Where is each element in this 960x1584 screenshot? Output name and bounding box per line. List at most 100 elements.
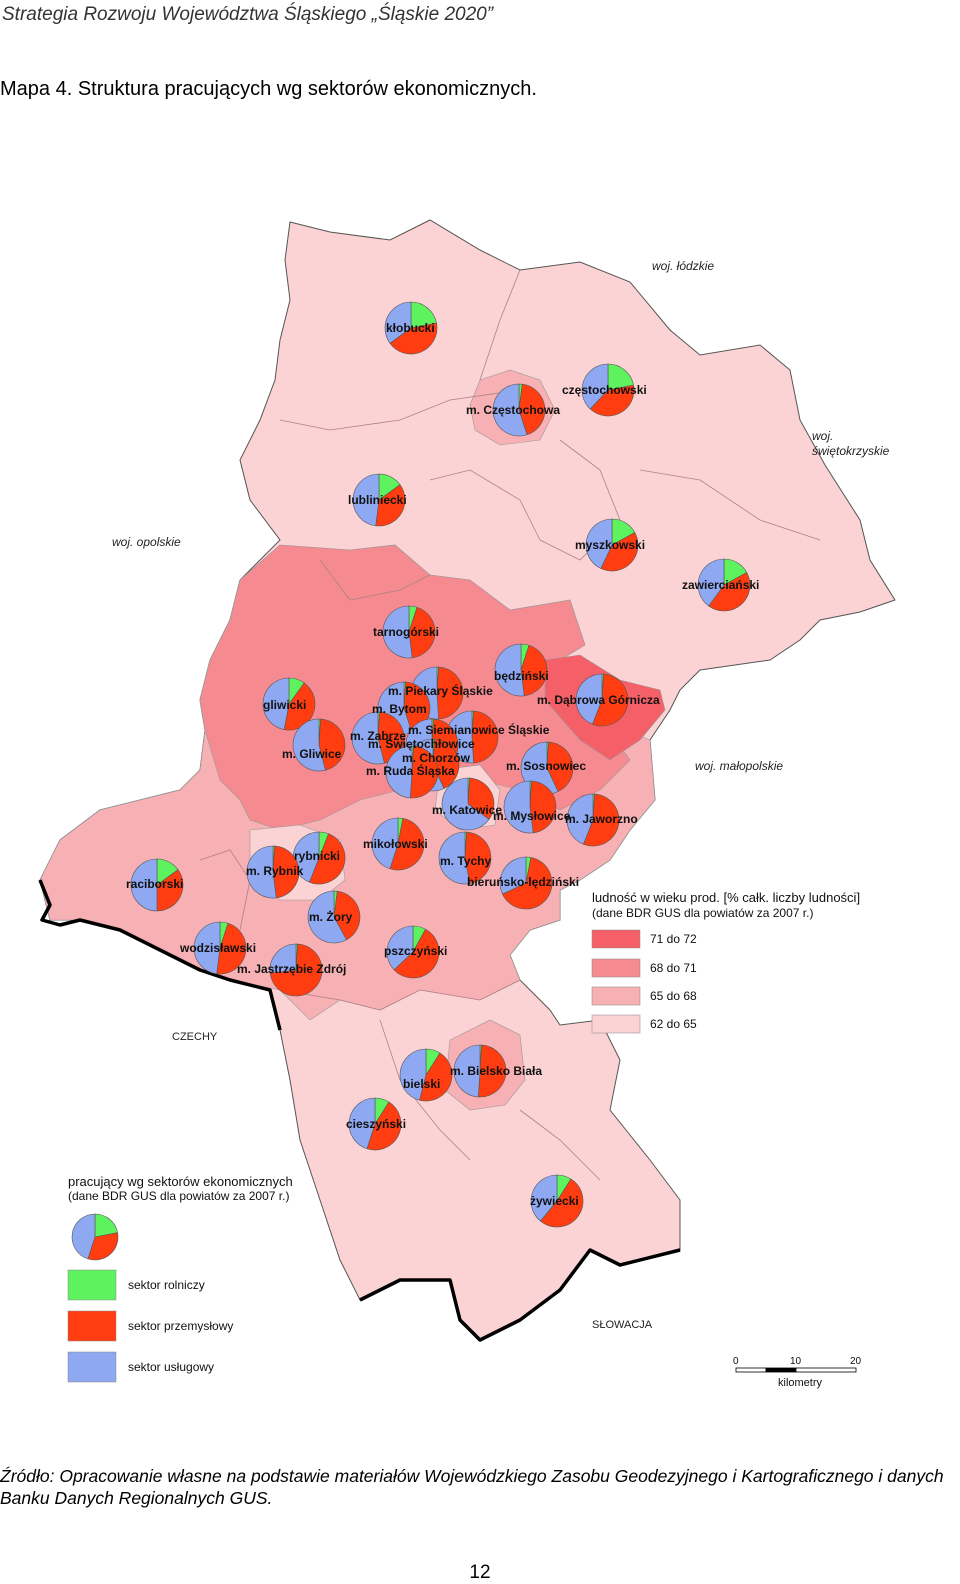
district-label-35: żywiecki xyxy=(530,1194,579,1208)
legend-sample-industry-slice xyxy=(87,1232,119,1261)
pie-21-services-slice xyxy=(566,793,594,845)
scale-bar: 0 10 20 kilometry xyxy=(733,1356,862,1389)
pie-1-industry-slice xyxy=(589,384,635,417)
pie-26-industry-slice xyxy=(272,845,300,899)
pie-28-services-slice xyxy=(307,890,347,944)
pie-26 xyxy=(246,845,300,899)
state-borders xyxy=(38,879,681,1342)
district-label-25: rybnicki xyxy=(294,849,340,863)
pie-12-services-slice xyxy=(351,711,385,765)
district-label-27: raciborski xyxy=(126,877,183,891)
pie-30-services-slice xyxy=(269,943,297,974)
pie-9-services-slice xyxy=(292,718,326,772)
pie-27 xyxy=(130,858,184,912)
pie-7-industry-slice xyxy=(520,644,548,697)
pie-25-industry-slice xyxy=(309,833,346,885)
pie-22-industry-slice xyxy=(389,818,425,871)
scale-tick-10: 10 xyxy=(790,1356,802,1367)
label-lodzkie: woj. łódzkie xyxy=(652,259,714,273)
pie-23-industry-slice xyxy=(464,831,492,884)
pie-8-industry-slice xyxy=(283,682,316,731)
pie-35 xyxy=(530,1174,584,1228)
pie-9 xyxy=(292,718,346,772)
pie-2 xyxy=(492,383,546,437)
pie-23-services-slice xyxy=(438,831,471,885)
pie-2-services-slice xyxy=(492,383,528,437)
district-label-3: lubliniecki xyxy=(348,493,407,507)
pie-3 xyxy=(352,473,406,527)
pie-7-services-slice xyxy=(494,643,525,697)
border-slowacja xyxy=(359,1248,681,1342)
label-swietokrzyskie-1: woj. xyxy=(812,429,833,443)
pie-16-industry-slice xyxy=(410,745,439,799)
pie-23 xyxy=(438,831,492,885)
pie-10-industry-slice xyxy=(436,666,464,720)
pie-20-industry-slice xyxy=(529,780,557,834)
district-label-22: mikołowski xyxy=(363,837,428,851)
legend-label-71-72: 71 do 72 xyxy=(650,932,697,946)
district-label-32: bielski xyxy=(403,1077,440,1091)
district-label-30: m. Jastrzębie Zdrój xyxy=(237,962,346,976)
district-label-19: m. Katowice xyxy=(432,803,502,817)
pie-32 xyxy=(399,1048,453,1102)
pie-25-services-slice xyxy=(292,831,320,883)
pie-25 xyxy=(292,831,346,885)
pie-3-industry-slice xyxy=(375,484,406,527)
label-swietokrzyskie-2: świętokrzyskie xyxy=(812,444,890,458)
pie-4-services-slice xyxy=(585,518,613,569)
district-label-11: m. Bytom xyxy=(372,702,427,716)
pie-18-industry-slice xyxy=(546,741,574,792)
legend-sectors-title: pracujący wg sektorów ekonomicznych xyxy=(68,1174,293,1189)
pie-26-services-slice xyxy=(246,845,277,899)
pie-35-industry-slice xyxy=(540,1178,584,1228)
district-label-28: m. Żory xyxy=(309,909,353,924)
pie-5-industry-slice xyxy=(708,572,751,612)
pie-15-industry-slice xyxy=(432,738,460,789)
label-opolskie: woj. opolskie xyxy=(112,535,181,549)
district-label-21: m. Jaworzno xyxy=(565,812,638,826)
district-label-13: m. Siemianowice Śląskie xyxy=(408,722,550,737)
legend-swatch-68-71 xyxy=(591,958,641,978)
pie-31-industry-slice xyxy=(393,928,440,979)
district-label-6: tarnogórski xyxy=(373,625,439,639)
legend-sample-services-slice xyxy=(71,1213,96,1260)
district-label-4: myszkowski xyxy=(575,538,645,552)
pie-21 xyxy=(566,793,620,847)
pie-32-services-slice xyxy=(399,1048,427,1101)
legend-population: ludność w wieku prod. [% całk. liczby lu… xyxy=(591,890,860,1034)
pie-33 xyxy=(453,1044,507,1098)
legend-label-agriculture: sektor rolniczy xyxy=(128,1278,205,1292)
pie-0 xyxy=(384,301,438,355)
pie-24 xyxy=(499,856,553,910)
pie-8-services-slice xyxy=(262,677,290,730)
pie-3-services-slice xyxy=(352,473,380,527)
pie-16 xyxy=(385,745,439,799)
district-label-31: pszczyński xyxy=(384,944,447,958)
legend-swatch-71-72 xyxy=(591,929,641,949)
district-label-0: kłobucki xyxy=(386,321,435,335)
district-boundaries xyxy=(199,269,821,1181)
source-note: Źródło: Opracowanie własne na podstawie … xyxy=(0,1466,944,1508)
pie-13-industry-slice xyxy=(471,710,499,764)
district-label-20: m. Mysłowice xyxy=(493,809,571,823)
district-label-17: m. Dąbrowa Górnicza xyxy=(537,693,660,707)
pie-5 xyxy=(697,558,751,612)
pie-21-industry-slice xyxy=(583,793,620,847)
label-czechy: CZECHY xyxy=(172,1031,218,1043)
district-label-1: częstochowski xyxy=(562,383,647,397)
pie-33-services-slice xyxy=(453,1044,481,1098)
pie-22 xyxy=(371,817,425,871)
pie-1 xyxy=(581,363,635,417)
pie-6-services-slice xyxy=(382,605,413,659)
pie-20-services-slice xyxy=(503,780,534,834)
pie-31-services-slice xyxy=(386,925,414,971)
legend-swatch-62-65 xyxy=(591,1014,641,1034)
pie-2-industry-slice xyxy=(518,383,546,436)
district-label-18: m. Sosnowiec xyxy=(506,759,586,773)
label-malopolskie: woj. małopolskie xyxy=(695,759,783,773)
legend-sectors-subtitle: (dane BDR GUS dla powiatów za 2007 r.) xyxy=(68,1189,289,1203)
pie-7 xyxy=(494,643,548,697)
legend-pop-subtitle: (dane BDR GUS dla powiatów za 2007 r.) xyxy=(592,906,813,920)
district-label-8: gliwicki xyxy=(263,698,306,712)
pie-30 xyxy=(269,943,323,997)
